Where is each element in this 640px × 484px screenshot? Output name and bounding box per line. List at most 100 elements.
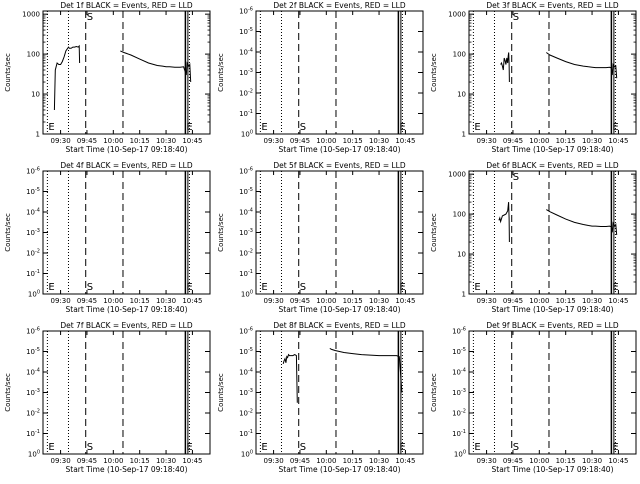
x-tick-label: 10:45 bbox=[395, 297, 415, 305]
y-tick-label: 10-1 bbox=[239, 429, 253, 438]
marker-label-S: S bbox=[513, 172, 519, 183]
marker-label-E: E bbox=[261, 282, 267, 293]
x-tick-label: 10:00 bbox=[103, 457, 123, 465]
x-tick-label: 10:30 bbox=[156, 297, 176, 305]
y-axis-label: Counts/sec bbox=[430, 213, 438, 252]
marker-label-S: S bbox=[300, 282, 306, 293]
plot-title: Det 1f BLACK = Events, RED = LLD bbox=[60, 1, 193, 10]
x-axis-label: Start Time (10-Sep-17 09:18:40) bbox=[492, 305, 614, 314]
x-tick-label: 10:30 bbox=[156, 137, 176, 145]
y-tick-label: 10-6 bbox=[26, 327, 40, 336]
panel-det-2: Det 2f BLACK = Events, RED = LLD 09:30 09:… bbox=[217, 1, 424, 154]
marker-label-S: S bbox=[87, 282, 93, 293]
panel-det-1: Det 1f BLACK = Events, RED = LLD 09:30 09:… bbox=[4, 1, 211, 154]
series-line-2 bbox=[546, 52, 618, 79]
x-tick-label: 09:30 bbox=[50, 137, 70, 145]
x-tick-label: 09:45 bbox=[290, 297, 310, 305]
x-tick-label: 09:45 bbox=[77, 457, 97, 465]
x-tick-label: 10:15 bbox=[556, 137, 576, 145]
plot-title: Det 6f BLACK = Events, RED = LLD bbox=[486, 161, 619, 170]
panel-det-9: Det 9f BLACK = Events, RED = LLD 09:30 09:… bbox=[430, 321, 637, 474]
x-axis-label: Start Time (10-Sep-17 09:18:40) bbox=[66, 145, 188, 154]
series-line-2 bbox=[546, 209, 618, 236]
plot-title: Det 3f BLACK = Events, RED = LLD bbox=[486, 1, 619, 10]
x-axis-label: Start Time (10-Sep-17 09:18:40) bbox=[492, 145, 614, 154]
marker-label-E2: E bbox=[612, 122, 618, 133]
y-tick-label: 100 bbox=[241, 130, 253, 139]
x-tick-label: 10:30 bbox=[582, 457, 602, 465]
y-tick-label: 100 bbox=[27, 51, 40, 59]
y-tick-label: 10-1 bbox=[239, 109, 253, 118]
x-tick-label: 09:45 bbox=[503, 457, 523, 465]
x-tick-label: 10:30 bbox=[582, 297, 602, 305]
x-tick-label: 10:00 bbox=[316, 457, 336, 465]
marker-label-E2: E bbox=[399, 122, 405, 133]
y-tick-label: 10-5 bbox=[239, 347, 253, 356]
plot-title: Det 9f BLACK = Events, RED = LLD bbox=[486, 321, 619, 330]
y-tick-label: 10 bbox=[457, 251, 466, 259]
y-tick-label: 10-4 bbox=[26, 368, 40, 377]
series-line-1 bbox=[282, 353, 298, 403]
y-tick-label: 100 bbox=[241, 290, 253, 299]
y-tick-label: 10-3 bbox=[239, 388, 253, 397]
plot-frame bbox=[468, 10, 637, 135]
x-tick-label: 10:00 bbox=[103, 137, 123, 145]
x-tick-label: 10:30 bbox=[369, 297, 389, 305]
x-tick-label: 10:00 bbox=[529, 137, 549, 145]
y-axis-label: Counts/sec bbox=[4, 213, 12, 252]
x-tick-label: 09:45 bbox=[77, 297, 97, 305]
y-tick-label: 10-4 bbox=[239, 48, 253, 57]
plot-frame bbox=[468, 170, 637, 295]
marker-label-S: S bbox=[300, 122, 306, 133]
y-tick-label: 10-1 bbox=[26, 429, 40, 438]
x-tick-label: 10:30 bbox=[582, 137, 602, 145]
y-tick-label: 10-6 bbox=[239, 167, 253, 176]
plot-title: Det 8f BLACK = Events, RED = LLD bbox=[273, 321, 406, 330]
marker-label-E2: E bbox=[399, 282, 405, 293]
panel-det-5: Det 5f BLACK = Events, RED = LLD 09:30 09:… bbox=[217, 161, 424, 314]
y-axis-label: Counts/sec bbox=[4, 373, 12, 412]
y-axis-label: Counts/sec bbox=[217, 373, 225, 412]
y-tick-label: 10-6 bbox=[452, 327, 466, 336]
y-tick-label: 1 bbox=[462, 131, 466, 139]
x-tick-label: 09:30 bbox=[263, 297, 283, 305]
y-tick-label: 10-3 bbox=[26, 388, 40, 397]
y-tick-label: 10-5 bbox=[239, 27, 253, 36]
marker-label-E: E bbox=[474, 122, 480, 133]
x-tick-label: 09:30 bbox=[50, 297, 70, 305]
y-axis-label: Counts/sec bbox=[4, 53, 12, 92]
plot-title: Det 4f BLACK = Events, RED = LLD bbox=[60, 161, 193, 170]
y-tick-label: 100 bbox=[453, 211, 466, 219]
y-tick-label: 10-2 bbox=[239, 89, 253, 98]
x-tick-label: 09:30 bbox=[476, 137, 496, 145]
marker-label-S: S bbox=[513, 442, 519, 453]
x-tick-label: 10:15 bbox=[343, 297, 363, 305]
marker-label-S: S bbox=[87, 442, 93, 453]
y-tick-label: 10-4 bbox=[239, 368, 253, 377]
marker-label-E: E bbox=[48, 282, 54, 293]
y-axis-label: Counts/sec bbox=[217, 213, 225, 252]
y-axis-label: Counts/sec bbox=[430, 53, 438, 92]
y-tick-label: 10-1 bbox=[452, 429, 466, 438]
marker-label-E: E bbox=[474, 282, 480, 293]
x-tick-label: 09:45 bbox=[503, 137, 523, 145]
y-tick-label: 10-6 bbox=[239, 7, 253, 16]
marker-label-E2: E bbox=[186, 122, 192, 133]
series-line-1 bbox=[498, 202, 510, 243]
x-tick-label: 09:45 bbox=[290, 137, 310, 145]
y-tick-label: 10-2 bbox=[239, 409, 253, 418]
y-tick-label: 10-2 bbox=[26, 409, 40, 418]
x-tick-label: 10:45 bbox=[182, 137, 202, 145]
x-axis-label: Start Time (10-Sep-17 09:18:40) bbox=[279, 145, 401, 154]
marker-label-S: S bbox=[87, 12, 93, 23]
marker-label-E2: E bbox=[399, 442, 405, 453]
y-tick-label: 10-3 bbox=[452, 388, 466, 397]
x-tick-label: 10:30 bbox=[369, 137, 389, 145]
x-tick-label: 10:15 bbox=[343, 457, 363, 465]
y-tick-label: 10-6 bbox=[26, 167, 40, 176]
marker-label-E: E bbox=[261, 442, 267, 453]
y-tick-label: 10-4 bbox=[239, 208, 253, 217]
panel-det-6: Det 6f BLACK = Events, RED = LLD 09:30 09:… bbox=[430, 161, 637, 314]
